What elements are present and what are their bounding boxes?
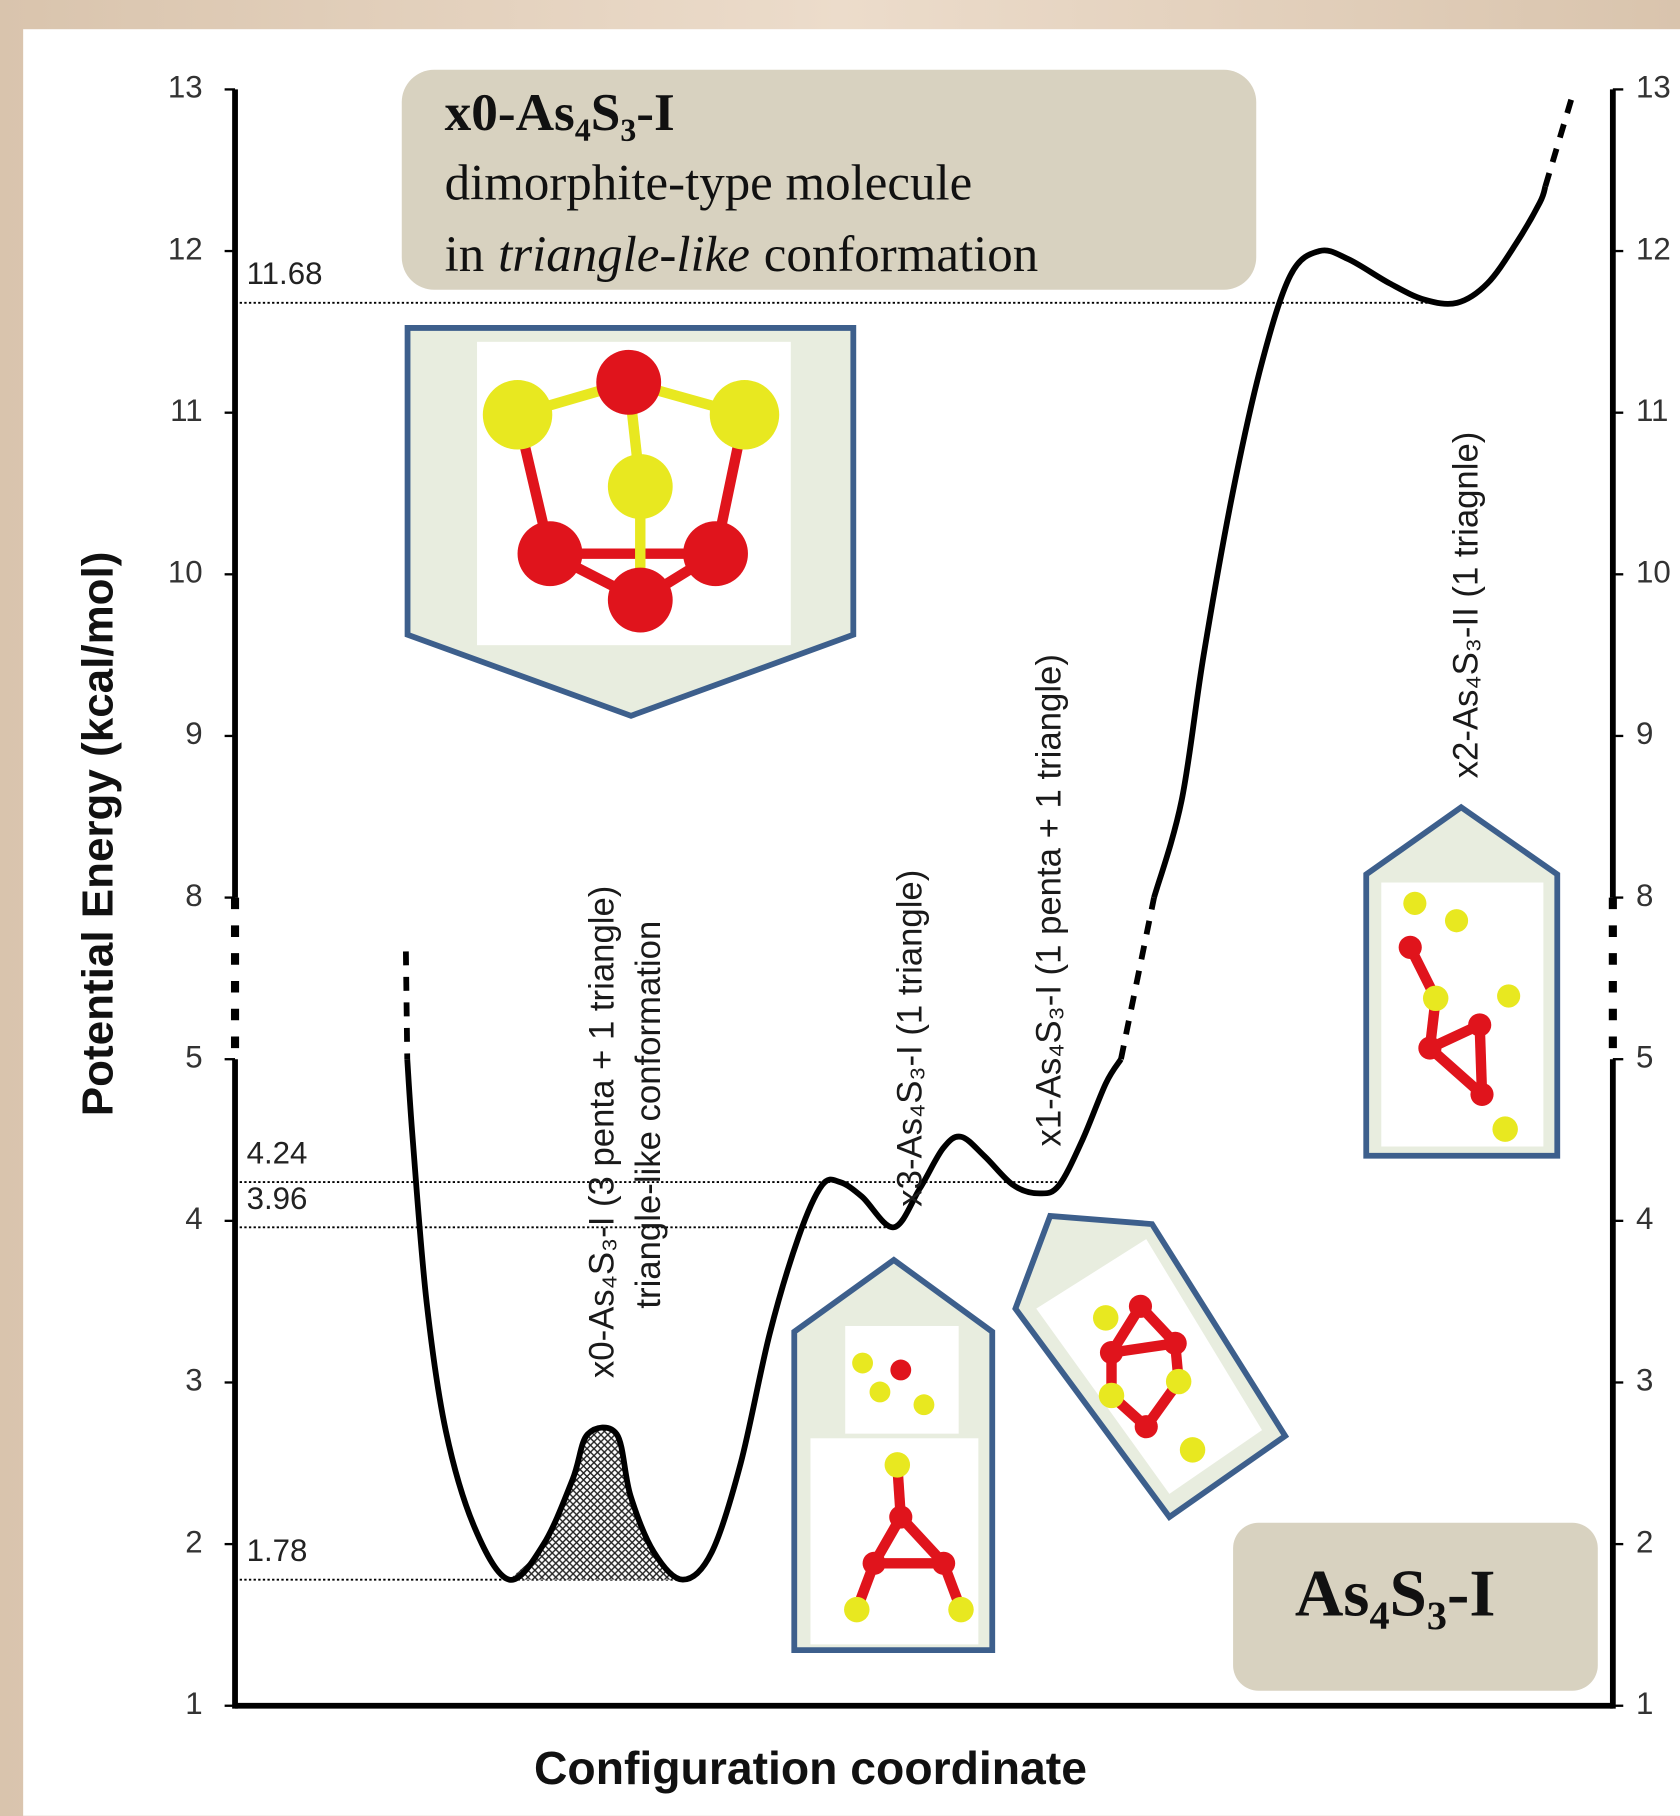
y-tick-label: 8 [185, 878, 202, 913]
y-tick-label: 1 [185, 1686, 202, 1721]
y2-tick-label: 5 [1636, 1039, 1653, 1074]
y-axis-label: Potential Energy (kcal/mol) [73, 552, 122, 1117]
y-tick-label: 3 [185, 1363, 202, 1398]
y-tick-label: 11 [170, 393, 202, 428]
info-word: triangle-like [498, 227, 750, 283]
y2-tick-label: 12 [1636, 231, 1671, 266]
y-tick-label: 10 [168, 555, 203, 590]
y-tick-label: 9 [185, 716, 202, 751]
molecule-x2 [1366, 807, 1557, 1156]
info-word: conformation [764, 227, 1038, 283]
y-tick-label: 5 [185, 1039, 202, 1074]
state-label: x1-As₄S₃-I (1 penta + 1 triangle) [1030, 654, 1068, 1146]
info-line: dimorphite-type molecule [445, 155, 973, 211]
state-label: x0-As₄S₃-I (3 penta + 1 triangle) [584, 886, 622, 1378]
y2-tick-label: 9 [1636, 716, 1653, 751]
level-label: 4.24 [247, 1136, 308, 1171]
y-tick-label: 4 [185, 1201, 202, 1236]
y2-tick-label: 1 [1636, 1686, 1653, 1721]
y-tick-label: 12 [168, 231, 203, 266]
y2-tick-label: 2 [1636, 1524, 1653, 1559]
y-tick-label: 13 [168, 70, 203, 105]
molecule-x0 [408, 328, 854, 716]
y2-tick-label: 13 [1636, 70, 1671, 105]
molecule-x3 [794, 1260, 992, 1650]
x-axis-label: Configuration coordinate [534, 1742, 1087, 1794]
state-label: x2-As₄S₃-II (1 triagnle) [1447, 432, 1485, 779]
level-label: 1.78 [247, 1533, 308, 1568]
y2-tick-label: 4 [1636, 1201, 1653, 1236]
chart: x0-As₄S₃-I dimorphite-type molecule intr… [0, 0, 1680, 1816]
level-label: 11.68 [247, 256, 323, 291]
y2-tick-label: 10 [1636, 555, 1671, 590]
state-label: x3-As₄S₃-I (1 triangle) [892, 870, 930, 1207]
state-label: triangle-like conformation [630, 921, 668, 1309]
y-tick-label: 2 [185, 1524, 202, 1559]
y2-tick-label: 8 [1636, 878, 1653, 913]
level-label: 3.96 [247, 1181, 308, 1216]
info-title: x0-As₄S₃-I [445, 83, 675, 142]
phase-label: As₄S₃-I [1295, 1555, 1496, 1630]
y2-tick-label: 3 [1636, 1363, 1653, 1398]
y2-tick-label: 11 [1636, 393, 1668, 428]
info-word: in [445, 227, 485, 283]
